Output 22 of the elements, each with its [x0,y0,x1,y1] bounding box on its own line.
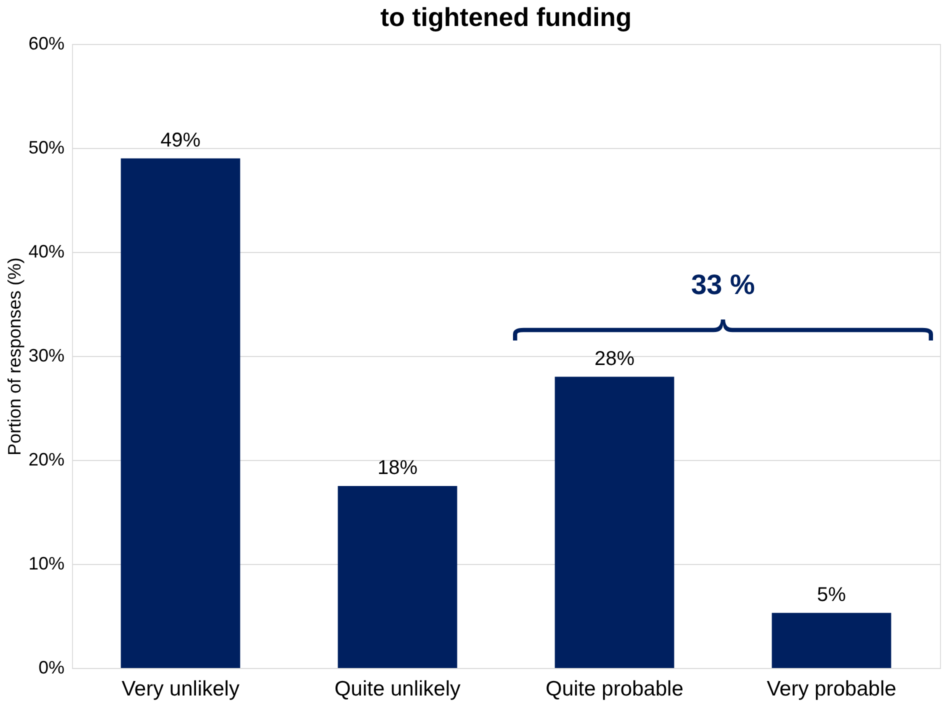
y-tick-label: 10% [28,554,64,574]
x-tick-label: Quite unlikely [334,678,462,700]
y-tick-label: 20% [28,450,64,470]
x-tick-label: Quite probable [546,678,684,700]
data-label: 18% [377,457,418,479]
bar [338,486,458,668]
y-tick-label: 60% [28,34,64,54]
y-tick-label: 30% [28,346,64,366]
data-label: 28% [594,348,635,370]
chart-title: to tightened funding [380,2,632,32]
data-label: 5% [817,584,846,606]
y-tick-label: 0% [38,658,64,678]
y-axis-title: Portion of responses (%) [4,257,24,456]
y-tick-label: 40% [28,242,64,262]
x-tick-label: Very unlikely [122,678,240,700]
y-tick-label: 50% [28,138,64,158]
x-tick-label: Very probable [766,678,896,700]
data-label: 49% [160,129,201,152]
bar [554,376,674,668]
annotation: 33 % [691,268,756,300]
bar [120,158,240,668]
bar [772,612,892,668]
